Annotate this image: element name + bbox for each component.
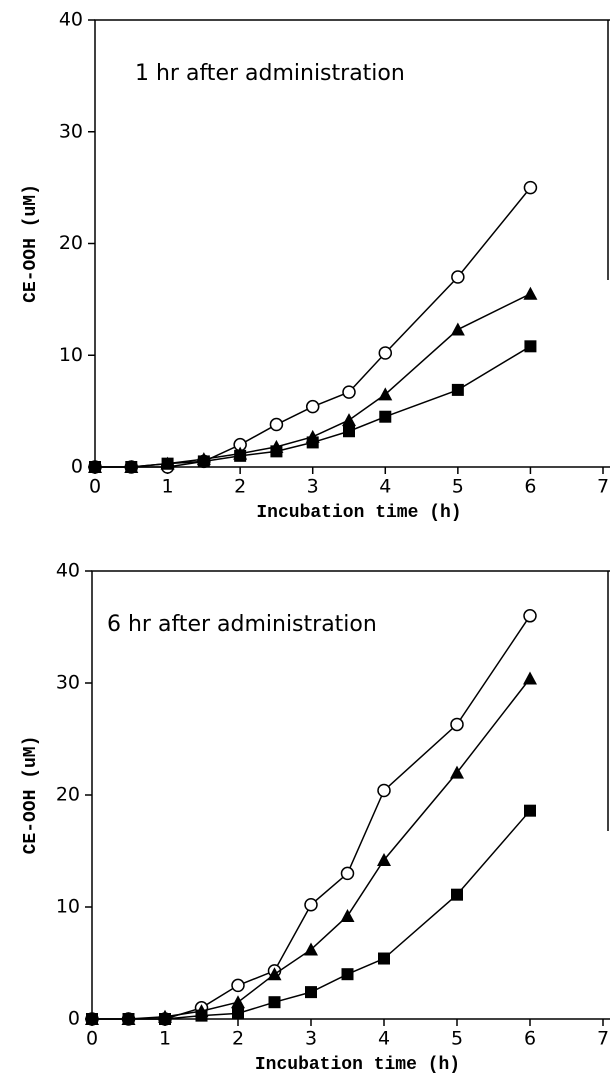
- series-line: [92, 678, 531, 1020]
- point: [450, 765, 464, 779]
- point: [270, 445, 283, 458]
- plot-frame: [91, 570, 610, 1020]
- point: [450, 717, 464, 732]
- point: [342, 413, 356, 427]
- y-tick-label: 30: [56, 672, 80, 694]
- point: [305, 399, 320, 414]
- point: [343, 425, 355, 438]
- point: [234, 449, 247, 462]
- point: [305, 986, 317, 999]
- plot-frame: [94, 19, 610, 468]
- x-tick-label: 5: [451, 1028, 463, 1050]
- y-tick-label: 40: [59, 9, 83, 31]
- point: [306, 436, 319, 449]
- point: [304, 942, 318, 956]
- y-axis-label: CE-OOH (uM): [21, 184, 41, 303]
- point: [378, 346, 393, 360]
- series-line: [95, 187, 532, 468]
- point: [231, 995, 245, 1009]
- point: [161, 457, 174, 470]
- point: [89, 461, 101, 473]
- y-tick-label: 20: [59, 232, 83, 254]
- point: [341, 968, 354, 981]
- x-tick-label: 1: [159, 1028, 171, 1050]
- x-tick-label: 4: [378, 1028, 390, 1050]
- x-tick-label: 2: [232, 1028, 244, 1050]
- x-tick-label: 0: [89, 476, 101, 498]
- x-tick-label: 1: [162, 476, 174, 498]
- point: [377, 783, 391, 798]
- point: [342, 385, 356, 399]
- y-tick-label: 30: [59, 120, 83, 142]
- point: [379, 410, 392, 423]
- point: [450, 322, 465, 336]
- point: [195, 1009, 208, 1022]
- y-tick-label: 10: [59, 344, 83, 366]
- x-tick-label: 3: [307, 476, 319, 498]
- point: [159, 1013, 171, 1025]
- point: [340, 908, 355, 922]
- point: [122, 1013, 135, 1025]
- point: [86, 1013, 98, 1025]
- x-tick-label: 2: [234, 476, 246, 498]
- series-line: [92, 615, 531, 1020]
- y-tick-label: 0: [71, 456, 83, 478]
- point: [269, 417, 284, 432]
- point: [523, 180, 538, 195]
- point: [267, 967, 282, 981]
- x-tick-label: 7: [597, 1028, 609, 1050]
- y-tick-label: 20: [56, 784, 80, 806]
- point: [340, 866, 355, 881]
- y-tick-label: 10: [56, 896, 80, 918]
- point: [377, 852, 391, 866]
- point: [451, 270, 465, 284]
- point: [524, 804, 536, 817]
- y-axis-label: CE-OOH (uM): [21, 736, 41, 855]
- y-tick-label: 40: [56, 560, 80, 582]
- point: [304, 898, 318, 912]
- x-tick-label: 0: [86, 1028, 98, 1050]
- point: [197, 455, 210, 468]
- annotation: 1 hr after administration: [135, 61, 405, 86]
- point: [451, 383, 464, 396]
- x-tick-label: 4: [379, 476, 391, 498]
- point: [524, 340, 537, 353]
- x-tick-label: 5: [452, 476, 464, 498]
- point: [268, 996, 281, 1009]
- point: [125, 461, 138, 473]
- point: [378, 952, 390, 965]
- x-axis-label: Incubation time (h): [255, 1055, 460, 1075]
- point: [523, 286, 538, 300]
- point: [378, 387, 393, 401]
- x-tick-label: 7: [597, 476, 609, 498]
- point: [231, 978, 245, 993]
- x-tick-label: 3: [305, 1028, 317, 1050]
- y-tick-label: 0: [68, 1008, 80, 1030]
- x-tick-label: 6: [524, 1028, 536, 1050]
- point: [232, 1007, 244, 1020]
- x-axis-label: Incubation time (h): [256, 503, 461, 523]
- annotation: 6 hr after administration: [107, 612, 377, 637]
- point: [523, 671, 537, 685]
- point: [523, 609, 537, 623]
- x-tick-label: 6: [524, 476, 536, 498]
- point: [451, 888, 463, 901]
